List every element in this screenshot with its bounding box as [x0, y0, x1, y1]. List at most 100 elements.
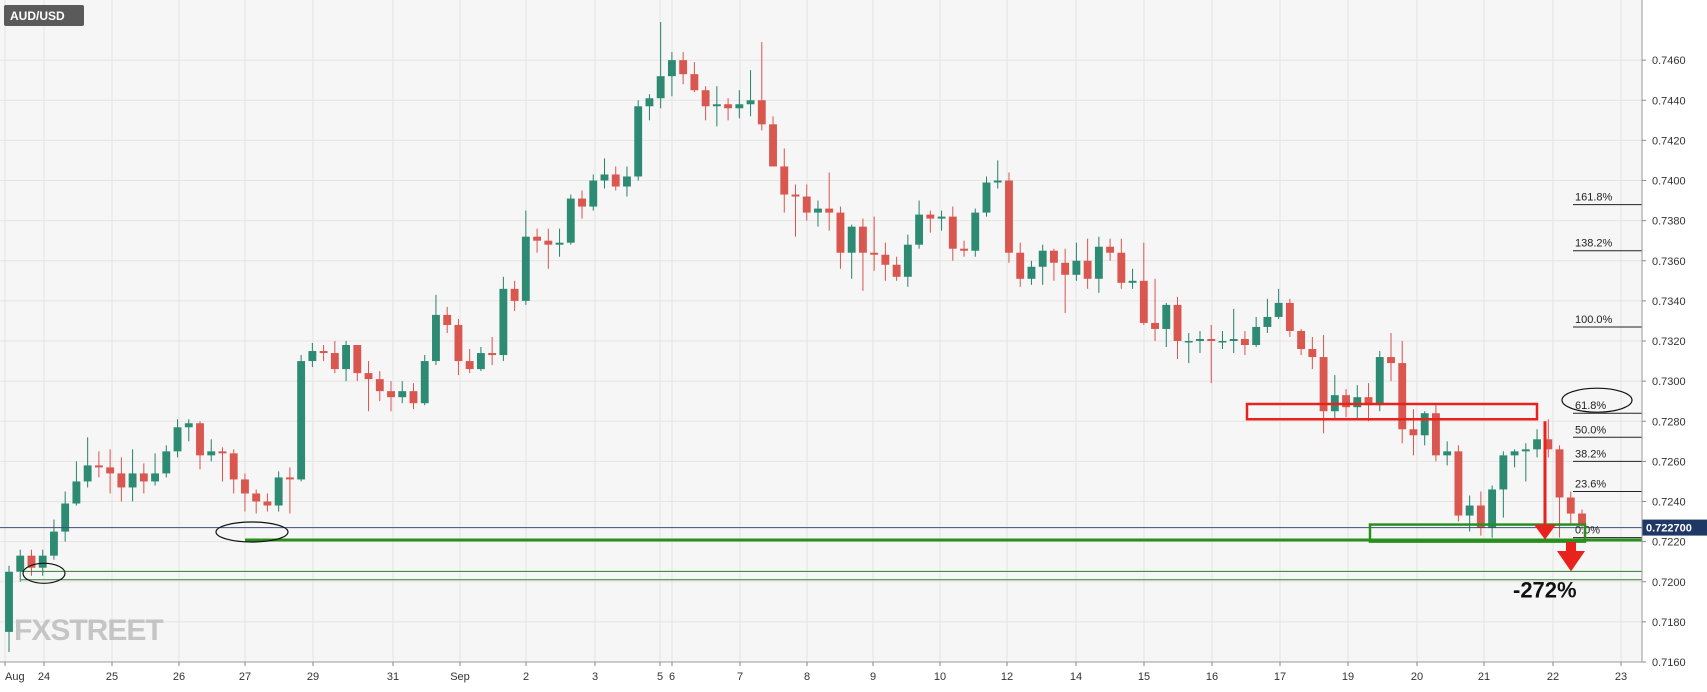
x-tick-label: 20	[1411, 671, 1423, 683]
red-arrow-lower-shaft	[1566, 542, 1576, 552]
y-tick-label: 0.7180	[1652, 617, 1686, 629]
current-price-tag	[1642, 519, 1707, 536]
candle-body	[634, 106, 643, 177]
candle-body	[476, 353, 485, 370]
swing-low-marker	[22, 562, 66, 584]
x-tick-label: 14	[1070, 671, 1082, 683]
candle-body	[106, 467, 115, 474]
candle-body	[937, 216, 946, 219]
y-tick-label: 0.7380	[1652, 216, 1686, 228]
candle-body	[38, 555, 47, 568]
candle-body	[566, 198, 575, 243]
candle-body	[420, 361, 429, 404]
x-tick-label: 25	[106, 671, 118, 683]
candle-body	[229, 453, 238, 480]
x-tick-label: 26	[173, 671, 185, 683]
candle-body	[926, 214, 935, 219]
candle-body	[521, 236, 530, 301]
candle-body	[173, 427, 182, 452]
y-tick-label: 0.7360	[1652, 256, 1686, 268]
y-tick-label: 0.7220	[1652, 537, 1686, 549]
extension-annotation: -272%	[1513, 577, 1577, 602]
candle-body	[353, 345, 362, 374]
candle-body	[184, 423, 193, 428]
candle-body	[1128, 280, 1137, 283]
x-tick-label: 19	[1342, 671, 1354, 683]
candle-body	[870, 252, 879, 255]
candle-body	[611, 174, 620, 187]
candle-body	[1454, 451, 1463, 516]
candle-body	[1578, 513, 1586, 526]
candle-body	[1510, 451, 1519, 456]
candle-body	[72, 481, 81, 504]
candle-body	[1083, 260, 1092, 279]
plot-area	[0, 0, 1642, 662]
candle-body	[151, 473, 159, 482]
watermark-logo: FXSTREET	[14, 614, 163, 647]
candle-body	[1544, 439, 1553, 450]
candle-body	[780, 166, 789, 195]
current-price-label: 0.722700	[1646, 523, 1692, 535]
candle-body	[387, 391, 395, 398]
y-tick-label: 0.7400	[1652, 176, 1686, 188]
candle-body	[769, 124, 777, 167]
candle-body	[1049, 250, 1058, 263]
candle-body	[1499, 455, 1508, 490]
candle-body	[982, 182, 991, 213]
y-tick-label: 0.7280	[1652, 416, 1686, 428]
candle-body	[5, 571, 13, 632]
candle-body	[825, 208, 834, 213]
y-tick-label: 0.7240	[1652, 497, 1686, 509]
y-tick-label: 0.7260	[1652, 456, 1686, 468]
candle-body	[858, 226, 867, 253]
candle-body	[701, 90, 710, 107]
x-tick-label: 29	[307, 671, 319, 683]
candle-body	[297, 361, 306, 480]
x-tick-label: Sep	[450, 671, 470, 683]
candle-body	[881, 254, 890, 265]
candle-body	[1252, 326, 1261, 346]
candle-body	[1409, 429, 1418, 436]
candle-body	[1353, 397, 1362, 408]
candle-body	[465, 361, 474, 370]
symbol-label: AUD/USD	[10, 9, 65, 23]
candle-body	[948, 216, 957, 249]
candle-body	[117, 473, 126, 488]
fib-level-label: 61.8%	[1575, 400, 1606, 412]
x-tick-label: Aug	[5, 671, 25, 683]
candle-body	[1072, 260, 1081, 275]
candle-body	[533, 236, 542, 241]
candle-body	[1398, 363, 1407, 430]
green-support-box	[1368, 523, 1587, 543]
candle-body	[1173, 304, 1182, 341]
candle-body	[1218, 341, 1227, 343]
candle-body	[589, 180, 598, 207]
candle-body	[499, 288, 508, 356]
candle-body	[510, 288, 519, 301]
x-tick-label: 6	[669, 671, 675, 683]
y-tick-label: 0.7440	[1652, 95, 1686, 107]
candle-body	[1555, 449, 1564, 498]
candle-body	[1196, 338, 1204, 341]
candle-body	[1488, 489, 1497, 528]
x-tick-label: 17	[1274, 671, 1286, 683]
red-arrow-head	[1534, 524, 1556, 540]
y-tick-label: 0.7460	[1652, 55, 1686, 67]
x-tick-label: 22	[1547, 671, 1559, 683]
candle-body	[1342, 395, 1350, 408]
candle-body	[1263, 316, 1272, 327]
candle-body	[1240, 338, 1249, 346]
y-tick-label: 0.7340	[1652, 296, 1686, 308]
candle-body	[1162, 304, 1171, 329]
symbol-badge	[4, 5, 84, 26]
candle-body	[330, 353, 339, 370]
x-tick-label: 27	[239, 671, 251, 683]
candle-body	[319, 351, 328, 354]
x-tick-label: 7	[737, 671, 743, 683]
candle-body	[27, 555, 36, 568]
candle-body	[971, 212, 980, 251]
candle-body	[94, 465, 103, 468]
candle-body	[679, 60, 688, 75]
candle-body	[139, 473, 148, 482]
